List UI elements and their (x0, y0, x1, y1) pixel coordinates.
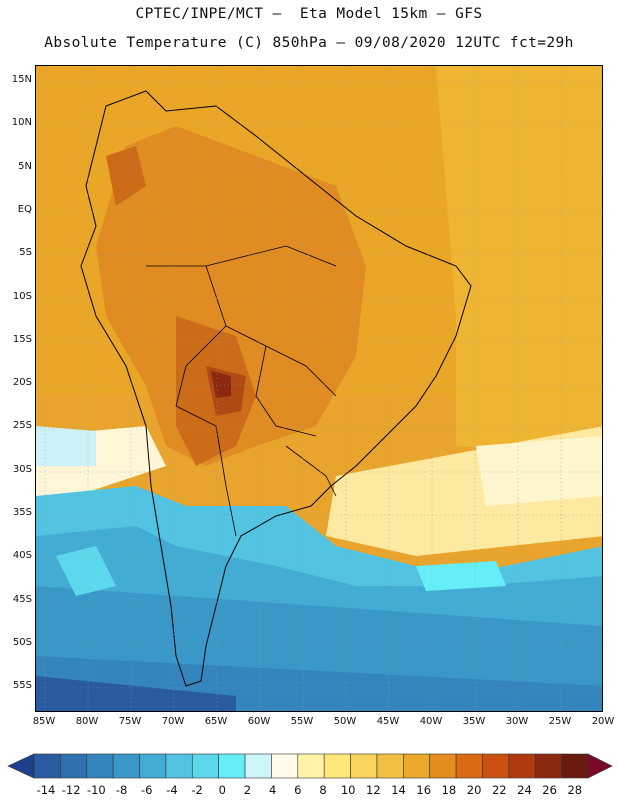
latitude-tick-label: 55S (12, 680, 32, 692)
colorbar-swatch (297, 753, 325, 779)
colorbar-label: -14 (36, 783, 56, 797)
temperature-map (35, 65, 603, 712)
longitude-tick-label: 75W (118, 716, 142, 727)
longitude-tick-label: 55W (290, 716, 314, 727)
colorbar-label: 0 (218, 783, 226, 797)
longitude-tick-label: 40W (419, 716, 443, 727)
colorbar-label: 12 (366, 783, 381, 797)
colorbar-label: 6 (294, 783, 302, 797)
latitude-tick-label: 15S (12, 333, 32, 345)
colorbar-label: -10 (86, 783, 106, 797)
longitude-tick-label: 45W (376, 716, 400, 727)
colorbar-label: 8 (319, 783, 327, 797)
colorbar-label: 18 (441, 783, 457, 797)
colorbar-label: 2 (243, 783, 252, 797)
colorbar-label: -2 (191, 783, 203, 797)
colorbar-swatch (534, 753, 562, 779)
latitude-tick-label: 40S (12, 550, 32, 562)
colorbar-swatch (191, 753, 219, 779)
chart-title-line1: CPTEC/INPE/MCT – Eta Model 15km – GFS (135, 6, 483, 22)
colorbar-swatch (86, 753, 114, 779)
latitude-tick-label: 5S (19, 247, 32, 259)
colorbar-swatch (139, 753, 167, 779)
latitude-tick-label: 45S (12, 593, 32, 605)
latitude-tick-label: 50S (12, 636, 32, 648)
longitude-tick-label: 20W (591, 716, 615, 727)
colorbar-min-arrow (7, 753, 35, 779)
colorbar-label: 24 (517, 783, 532, 797)
longitude-tick-label: 25W (548, 716, 572, 727)
colorbar-label: 14 (391, 783, 406, 797)
latitude-tick-label: 10N (11, 117, 32, 129)
latitude-tick-label: EQ (17, 203, 32, 215)
longitude-tick-label: 85W (32, 716, 56, 727)
longitude-tick-label: 35W (462, 716, 486, 727)
colorbar-swatch (561, 753, 589, 779)
colorbar-label: -6 (140, 783, 153, 797)
colorbar-swatch (112, 753, 140, 779)
colorbar-label: 20 (466, 783, 482, 797)
colorbar-swatch (218, 753, 246, 779)
colorbar-swatch (429, 753, 457, 779)
colorbar-swatch (271, 753, 299, 779)
colorbar-label: 16 (416, 783, 432, 797)
latitude-tick-label: 25S (12, 420, 32, 432)
longitude-tick-label: 50W (333, 716, 357, 727)
colorbar-swatch (350, 753, 378, 779)
colorbar-label: 28 (567, 783, 583, 797)
colorbar-label: 4 (268, 783, 277, 797)
colorbar-swatch (33, 753, 61, 779)
colorbar (7, 753, 613, 779)
longitude-tick-label: 70W (161, 716, 185, 727)
colorbar-label: -4 (166, 783, 178, 797)
colorbar-label: 26 (542, 783, 557, 797)
latitude-tick-label: 5N (18, 160, 32, 172)
longitude-tick-label: 30W (505, 716, 529, 727)
chart-title-line2: Absolute Temperature (C) 850hPa – 09/08/… (44, 35, 574, 51)
latitude-tick-label: 10S (12, 290, 32, 302)
colorbar-swatch (403, 753, 431, 779)
colorbar-swatch (508, 753, 536, 779)
colorbar-swatch (482, 753, 510, 779)
colorbar-swatch (323, 753, 351, 779)
colorbar-label: -8 (115, 783, 128, 797)
colorbar-swatch (244, 753, 272, 779)
longitude-tick-label: 80W (75, 716, 99, 727)
colorbar-label: 22 (491, 783, 507, 797)
longitude-tick-label: 60W (247, 716, 271, 727)
colorbar-swatch (455, 753, 483, 779)
latitude-tick-label: 35S (12, 507, 32, 518)
latitude-tick-label: 20S (12, 377, 32, 389)
colorbar-swatch (60, 753, 88, 779)
longitude-tick-label: 65W (204, 716, 228, 727)
colorbar-label: 10 (340, 783, 356, 797)
latitude-tick-label: 30S (12, 463, 32, 475)
temperature-field (36, 66, 602, 711)
colorbar-swatch (165, 753, 193, 779)
colorbar-max-arrow (587, 753, 613, 779)
latitude-tick-label: 15N (11, 74, 32, 85)
colorbar-label: -12 (61, 783, 81, 797)
colorbar-swatch (376, 753, 404, 779)
